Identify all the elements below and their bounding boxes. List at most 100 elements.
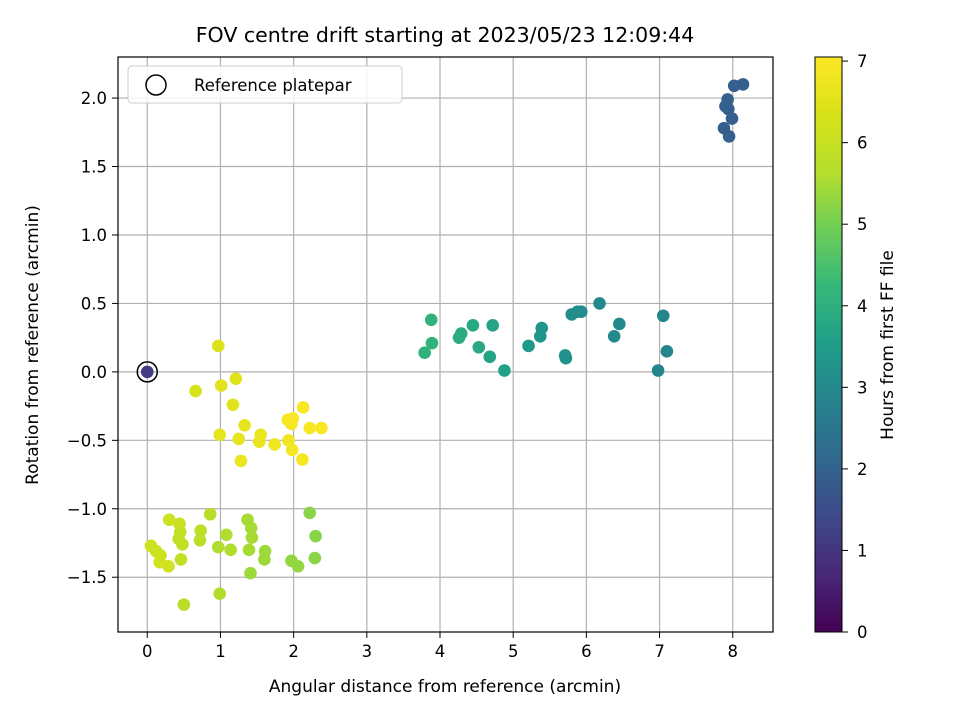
data-point bbox=[498, 364, 511, 377]
data-point bbox=[613, 317, 626, 331]
colorbar: 0 1 2 3 4 5 6 7 Hours from first FF file bbox=[814, 52, 898, 642]
data-point bbox=[303, 421, 317, 435]
data-point bbox=[238, 418, 251, 432]
data-point bbox=[258, 553, 271, 566]
reference-marker bbox=[136, 361, 159, 383]
data-point bbox=[189, 384, 202, 398]
data-point bbox=[193, 533, 207, 547]
x-tick-label: 4 bbox=[435, 642, 446, 661]
data-point bbox=[226, 398, 240, 412]
data-point bbox=[234, 454, 248, 468]
y-tick-label: 1.0 bbox=[81, 226, 107, 245]
y-tick-label: 0.0 bbox=[81, 363, 107, 382]
data-point bbox=[213, 587, 227, 600]
data-point bbox=[242, 543, 256, 557]
data-point bbox=[244, 566, 257, 580]
colorbar-tick-label: 0 bbox=[857, 623, 868, 642]
data-point bbox=[229, 372, 243, 386]
colorbar-tick-label: 1 bbox=[857, 541, 868, 560]
x-tick-label: 5 bbox=[508, 642, 519, 661]
x-tick-label: 2 bbox=[288, 642, 299, 661]
data-point bbox=[291, 559, 305, 573]
data-point bbox=[593, 297, 606, 310]
y-tick-label: 1.5 bbox=[81, 158, 107, 177]
data-point bbox=[424, 313, 438, 327]
colorbar-tick-label: 4 bbox=[857, 297, 868, 316]
data-point bbox=[522, 339, 535, 353]
data-point bbox=[162, 559, 175, 573]
legend-marker bbox=[145, 74, 167, 96]
data-point bbox=[177, 598, 191, 611]
data-point bbox=[245, 531, 259, 544]
x-tick-label: 0 bbox=[142, 642, 153, 661]
legend-entry: Reference platepar bbox=[194, 76, 352, 95]
colorbar-tick-label: 7 bbox=[857, 52, 868, 71]
data-point bbox=[651, 364, 665, 377]
data-point bbox=[224, 543, 238, 557]
data-point bbox=[722, 102, 735, 116]
plot-frame bbox=[117, 56, 774, 633]
x-tick-label: 3 bbox=[362, 642, 373, 661]
colorbar-tick-label: 3 bbox=[857, 378, 868, 397]
x-tick-label: 7 bbox=[654, 642, 665, 661]
data-point bbox=[252, 435, 266, 449]
y-tick-label: −1.5 bbox=[67, 568, 107, 587]
data-point bbox=[483, 350, 497, 364]
data-point bbox=[418, 346, 431, 360]
legend: Reference platepar bbox=[127, 65, 403, 104]
data-point bbox=[213, 428, 227, 442]
y-tick-label: 2.0 bbox=[81, 89, 107, 108]
x-tick-label: 8 bbox=[727, 642, 738, 661]
y-tick-label: −0.5 bbox=[67, 431, 107, 450]
data-point bbox=[565, 308, 579, 321]
data-point bbox=[285, 443, 299, 457]
data-point bbox=[315, 421, 328, 435]
data-point bbox=[452, 331, 466, 344]
y-tick-label: −1.0 bbox=[67, 500, 107, 519]
data-point bbox=[203, 507, 217, 521]
data-point bbox=[472, 340, 486, 354]
colorbar-bar bbox=[814, 56, 843, 633]
x-tick-label: 6 bbox=[581, 642, 592, 661]
data-point bbox=[466, 319, 480, 332]
data-point bbox=[244, 521, 258, 535]
y-axis-label: Rotation from reference (arcmin) bbox=[23, 205, 43, 485]
colorbar-tick-label: 5 bbox=[857, 215, 868, 234]
data-point bbox=[220, 528, 233, 542]
data-point bbox=[162, 513, 176, 527]
x-tick-label: 1 bbox=[215, 642, 226, 661]
y-axis-ticks: −1.5 −1.0 −0.5 0.0 0.5 1.0 1.5 2.0 bbox=[67, 89, 118, 587]
data-point bbox=[308, 551, 322, 565]
data-point bbox=[211, 540, 225, 554]
legend-box bbox=[127, 65, 403, 104]
data-point bbox=[268, 438, 281, 451]
colorbar-ticks: 0 1 2 3 4 5 6 7 bbox=[842, 52, 868, 642]
data-point bbox=[533, 329, 547, 343]
data-point bbox=[194, 524, 207, 537]
data-point bbox=[425, 336, 439, 350]
data-point bbox=[282, 434, 295, 447]
colorbar-label: Hours from first FF file bbox=[878, 250, 898, 440]
reference-point-ring bbox=[136, 361, 159, 383]
colorbar-tick-label: 2 bbox=[857, 460, 868, 479]
data-point bbox=[607, 329, 621, 343]
data-point bbox=[211, 339, 225, 353]
colorbar-tick-label: 6 bbox=[857, 134, 868, 153]
data-point bbox=[486, 319, 500, 332]
data-point bbox=[660, 345, 674, 358]
data-point bbox=[309, 529, 322, 543]
data-point bbox=[722, 130, 736, 143]
x-axis-ticks: 0 1 2 3 4 5 6 7 8 bbox=[142, 632, 738, 661]
scatter-points bbox=[144, 78, 750, 611]
data-point bbox=[559, 351, 573, 365]
data-point bbox=[727, 79, 741, 93]
data-point bbox=[173, 517, 186, 531]
data-point bbox=[303, 506, 317, 520]
data-point bbox=[296, 401, 310, 414]
y-tick-label: 0.5 bbox=[81, 294, 107, 313]
data-point bbox=[296, 453, 309, 466]
data-point bbox=[656, 309, 670, 323]
reference-point-fill bbox=[140, 365, 154, 379]
data-point bbox=[725, 112, 739, 125]
